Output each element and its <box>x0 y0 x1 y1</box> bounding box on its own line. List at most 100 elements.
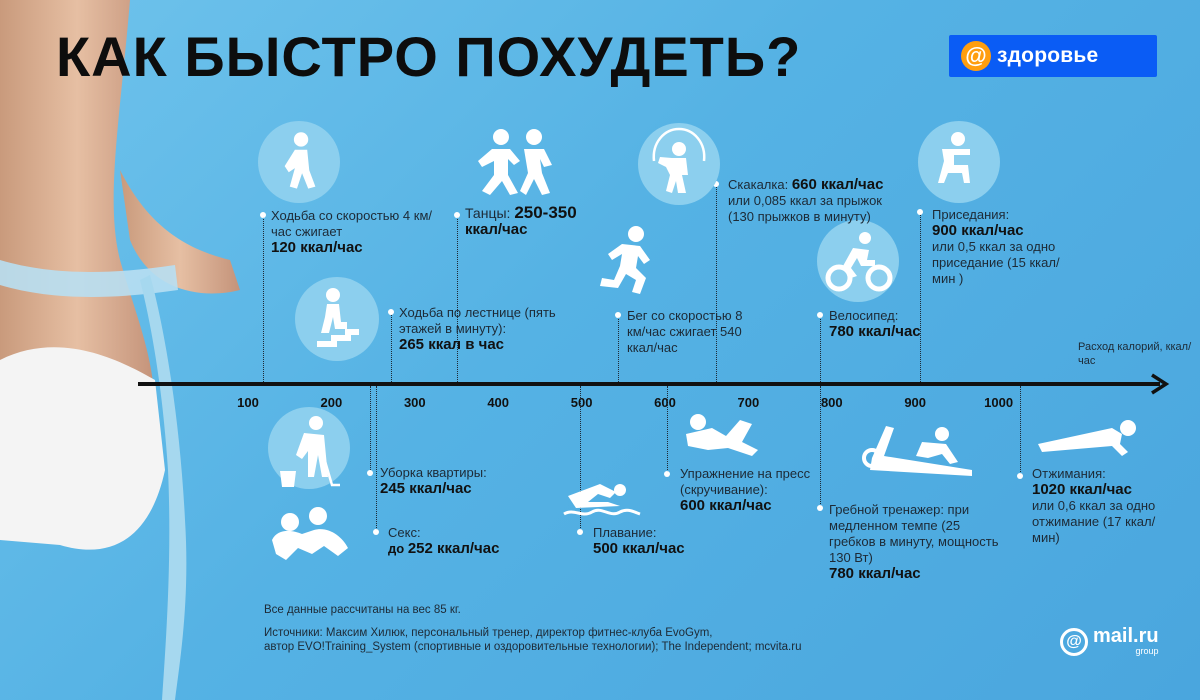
axis-tick-label: 400 <box>487 395 510 410</box>
axis-tick-label: 1000 <box>984 395 1014 410</box>
run-text: Бег со скоростью 8 км/час сжигает 540 кк… <box>627 308 743 355</box>
connector-run <box>618 315 619 382</box>
axis-tick-label: 100 <box>237 395 259 410</box>
calorie-axis <box>138 382 1160 386</box>
running-person-icon <box>584 220 670 306</box>
walk-value: 120 ккал/час <box>271 239 363 256</box>
connector-sex <box>376 386 377 532</box>
axis-tick-label: 800 <box>820 395 843 410</box>
brand-label: здоровье <box>997 44 1099 67</box>
mailru-name: mail.ru <box>1093 625 1159 647</box>
connector-push <box>1020 386 1021 476</box>
marker-sex <box>373 529 379 535</box>
rope-label: Скакалка: <box>728 177 792 192</box>
run-annotation: Бег со скоростью 8 км/час сжигает 540 кк… <box>627 308 762 356</box>
rowing-machine-icon <box>862 406 974 488</box>
jump-rope-icon <box>638 123 720 205</box>
marker-row <box>817 505 823 511</box>
marker-rope <box>713 181 719 187</box>
connector-squat <box>920 212 921 382</box>
swim-label: Плавание: <box>593 525 657 540</box>
dance-value-b: ккал/час <box>465 221 528 238</box>
axis-arrow-icon <box>1151 373 1170 395</box>
axis-tick-label: 600 <box>654 395 676 410</box>
couple-icon <box>268 500 354 566</box>
marker-dance <box>454 212 460 218</box>
clean-annotation: Уборка квартиры: 245 ккал/час <box>380 465 530 497</box>
dance-label: Танцы: <box>465 205 515 221</box>
push-text: или 0,6 ккал за одно отжимание (17 ккал/… <box>1032 498 1156 545</box>
axis-tick-label: 300 <box>403 395 426 410</box>
push-annotation: Отжимания: 1020 ккал/час или 0,6 ккал за… <box>1032 466 1182 546</box>
connector-rope <box>716 184 717 382</box>
swimming-icon <box>560 456 642 538</box>
bike-label: Велосипед: <box>829 308 899 323</box>
mailru-logo[interactable]: @ mail.ru group <box>1060 625 1159 656</box>
dance-value-a: 250-350 <box>514 203 577 222</box>
marker-walk <box>260 212 266 218</box>
sources-line-2: автор EVO!Training_System (спортивные и … <box>264 641 802 653</box>
dance-annotation: Танцы: 250-350 ккал/час <box>465 203 605 238</box>
crunches-icon <box>668 400 768 460</box>
connector-walk <box>263 215 264 382</box>
clean-value: 245 ккал/час <box>380 480 472 497</box>
walk-text: Ходьба со скоростью 4 км/час сжигает <box>271 208 432 239</box>
brand-badge[interactable]: @ здоровье <box>949 35 1157 77</box>
swim-annotation: Плавание: 500 ккал/час <box>593 525 723 557</box>
sex-annotation: Секс: до 252 ккал/час <box>388 525 528 557</box>
squat-text: или 0,5 ккал за одно приседание (15 ккал… <box>932 239 1060 286</box>
squat-icon <box>918 121 1000 203</box>
row-annotation: Гребной тренажер: при медленном темпе (2… <box>829 502 1004 582</box>
axis-tick-label: 900 <box>904 395 927 410</box>
body-figure-image <box>0 0 240 700</box>
push-value: 1020 ккал/час <box>1032 481 1132 498</box>
marker-clean <box>367 470 373 476</box>
marker-squat <box>917 209 923 215</box>
marker-swim <box>577 529 583 535</box>
stairs-annotation: Ходьба по лестнице (пять этажей в минуту… <box>399 305 579 353</box>
connector-abs <box>667 386 668 474</box>
connector-dance <box>457 215 458 382</box>
bike-annotation: Велосипед: 780 ккал/час <box>829 308 949 340</box>
pushups-icon <box>1032 410 1152 460</box>
squat-value: 900 ккал/час <box>932 222 1024 239</box>
row-label: Гребной тренажер: при медленном темпе (2… <box>829 502 999 565</box>
marker-bike <box>817 312 823 318</box>
marker-stairs <box>388 309 394 315</box>
clean-label: Уборка квартиры: <box>380 465 487 480</box>
walking-person-icon <box>258 121 340 203</box>
axis-tick-label: 200 <box>320 395 343 410</box>
swim-value: 500 ккал/час <box>593 540 685 557</box>
squat-annotation: Приседания: 900 ккал/час или 0,5 ккал за… <box>932 207 1072 287</box>
stairs-text: Ходьба по лестнице (пять этажей в минуту… <box>399 305 556 336</box>
rope-value: 660 ккал/час <box>791 176 884 193</box>
axis-tick-label: 500 <box>570 395 593 410</box>
connector-clean <box>370 386 371 472</box>
cleaning-icon <box>268 407 350 489</box>
sex-value: 252 ккал/час <box>407 540 500 557</box>
squat-label: Приседания: <box>932 207 1010 222</box>
marker-abs <box>664 471 670 477</box>
abs-annotation: Упражнение на пресс (скручивание): 600 к… <box>680 466 820 514</box>
sex-value-prefix: до <box>388 541 408 556</box>
cycling-icon <box>817 220 899 302</box>
dancing-couple-icon <box>464 120 564 202</box>
rope-annotation: Скакалка: 660 ккал/час или 0,085 ккал за… <box>728 177 900 225</box>
climbing-stairs-icon <box>295 277 379 361</box>
sex-label: Секс: <box>388 525 421 540</box>
page-title: КАК БЫСТРО ПОХУДЕТЬ? <box>56 25 802 88</box>
connector-bike <box>820 315 821 382</box>
connector-swim <box>580 386 581 532</box>
marker-run <box>615 312 621 318</box>
weight-note: Все данные рассчитаны на вес 85 кг. <box>264 604 461 616</box>
axis-tick-label: 700 <box>737 395 760 410</box>
connector-row <box>820 386 821 508</box>
axis-label: Расход калорий, ккал/час <box>1078 341 1192 367</box>
mailru-at-icon: @ <box>1060 627 1088 656</box>
abs-value: 600 ккал/час <box>680 497 772 514</box>
rope-text: или 0,085 ккал за прыжок (130 прыжков в … <box>728 193 882 224</box>
brand-at-icon: @ <box>961 41 991 71</box>
marker-push <box>1017 473 1023 479</box>
mailru-sub: group <box>1135 646 1159 656</box>
abs-label: Упражнение на пресс (скручивание): <box>680 466 811 497</box>
